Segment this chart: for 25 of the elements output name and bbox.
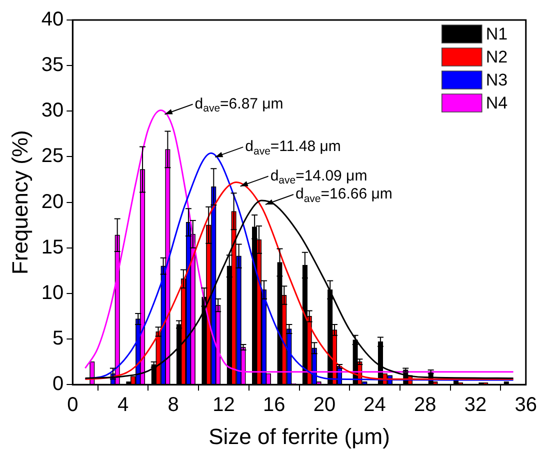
- y-tick-label: 40: [41, 8, 64, 31]
- x-tick-label: 4: [117, 394, 129, 416]
- y-tick-label: 10: [41, 282, 64, 304]
- x-tick-label: 24: [364, 394, 386, 416]
- y-axis-title: Frequency (%): [7, 130, 32, 274]
- x-tick-label: 36: [514, 394, 537, 416]
- legend-label: N2: [486, 48, 508, 67]
- x-tick-label: 8: [168, 394, 179, 416]
- legend-label: N3: [486, 70, 508, 90]
- legend-label: N1: [486, 24, 508, 44]
- x-tick-label: 0: [67, 394, 78, 416]
- y-tick-label: 15: [41, 236, 64, 258]
- y-tick-label: 25: [41, 145, 64, 168]
- legend-label: N4: [486, 94, 508, 113]
- x-tick-label: 32: [464, 394, 487, 416]
- y-tick-label: 0: [52, 373, 64, 396]
- y-tick-label: 35: [41, 54, 64, 76]
- y-tick-label: 30: [41, 100, 64, 122]
- x-axis-title: Size of ferrite (μm): [208, 424, 390, 449]
- y-tick-label: 20: [41, 190, 64, 213]
- x-tick-label: 16: [262, 394, 286, 416]
- x-tick-label: 28: [414, 394, 436, 416]
- x-tick-label: 20: [313, 394, 336, 416]
- x-tick-label: 12: [212, 394, 235, 416]
- y-tick-label: 5: [52, 328, 64, 350]
